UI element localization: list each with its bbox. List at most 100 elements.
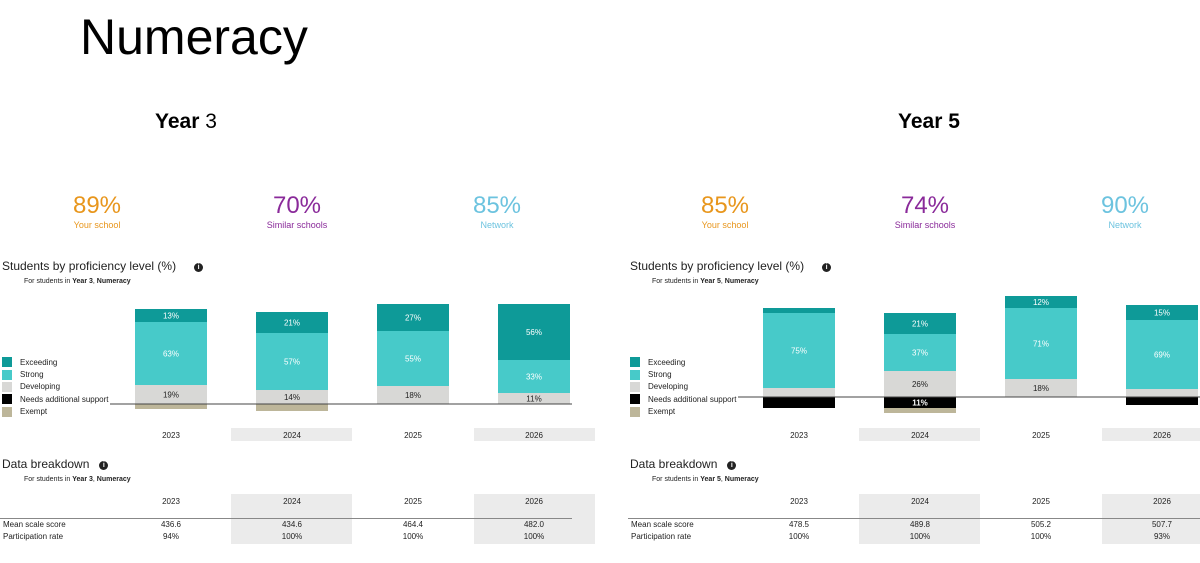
table-row-label: Mean scale score — [3, 520, 66, 529]
table-cell: 100% — [281, 532, 303, 541]
sub-sep: , — [92, 278, 97, 285]
bar-label: 11% — [526, 395, 541, 404]
stat-label: Your school — [701, 220, 749, 230]
data-breakdown-table: 2023 2024 2025 2026 Mean scale score 478.5 489… — [628, 494, 1200, 544]
sub-sep: , — [720, 476, 725, 483]
legend-label: Needs additional support — [20, 394, 109, 404]
proficiency-chart: 19% 63% 13% 2023 14% 57% 21% 2024 18% 55% 27% 2025 1… — [110, 304, 595, 441]
page-title: Numeracy — [80, 9, 308, 65]
year-heading-rest: 3 — [205, 110, 217, 133]
table-cell: 436.6 — [160, 520, 182, 529]
breakdown-title: Data breakdown i — [2, 457, 109, 471]
legend-label: Strong — [648, 370, 672, 380]
x-tick-label: 2025 — [1032, 431, 1050, 440]
legend-swatch — [630, 394, 640, 405]
legend-swatch — [2, 369, 12, 380]
legend-swatch — [2, 406, 12, 417]
table-col-header: 2025 — [1032, 497, 1050, 506]
stat-label: Your school — [73, 220, 121, 230]
bar-label: 69% — [1154, 351, 1170, 360]
stat-card: 85% Network — [417, 192, 577, 231]
bar-strong — [135, 322, 207, 385]
x-tick-label: 2026 — [1153, 431, 1171, 440]
bar-developing — [1005, 379, 1077, 397]
sub-year: Year 3 — [72, 278, 93, 285]
legend-item: Strong — [2, 368, 109, 380]
info-icon[interactable]: i — [99, 461, 109, 470]
bar-exceeding — [763, 308, 835, 313]
column-shade — [474, 494, 595, 544]
column-shade — [1102, 494, 1200, 544]
legend-label: Exempt — [20, 407, 48, 417]
bar-label: 18% — [405, 391, 421, 400]
bar-label: 71% — [1033, 340, 1049, 349]
bar-label: 21% — [912, 320, 928, 329]
legend-swatch — [630, 381, 640, 392]
table-col-header: 2026 — [525, 497, 543, 506]
sub-sep: , — [720, 278, 725, 285]
bar-exceeding — [1005, 296, 1077, 308]
proficiency-title: Students by proficiency level (%) i — [630, 259, 832, 273]
legend-item: Exceeding — [2, 356, 109, 368]
bar-label: 26% — [912, 380, 928, 389]
table-cell: 100% — [909, 532, 931, 541]
x-tick-label: 2023 — [162, 431, 180, 440]
sub-prefix: For students in — [652, 476, 701, 483]
column-shade — [231, 494, 352, 544]
bar-exceeding — [377, 304, 449, 331]
table-col-header: 2025 — [404, 497, 422, 506]
bar-label: 19% — [163, 391, 179, 400]
table-cell: 505.2 — [1030, 520, 1052, 529]
bar-strong — [1005, 308, 1077, 379]
legend-item: Developing — [630, 381, 737, 393]
bar-exempt — [884, 408, 956, 413]
bar-label: 27% — [405, 314, 421, 323]
sub-area: Numeracy — [96, 278, 131, 285]
column-shade — [1102, 428, 1200, 441]
breakdown-title-text: Data breakdown — [630, 457, 718, 471]
bar-label: 14% — [284, 393, 300, 402]
bar-label: 13% — [163, 312, 179, 321]
column-shade — [474, 428, 595, 441]
table-cell: 489.8 — [909, 520, 931, 529]
table-cell: 478.5 — [788, 520, 810, 529]
stat-card: 89% Your school — [17, 192, 177, 231]
table-col-header: 2023 — [162, 497, 180, 506]
legend-item: Needs additional support — [2, 393, 109, 405]
legend-swatch — [630, 406, 640, 417]
bar-developing — [135, 385, 207, 404]
info-icon[interactable]: i — [822, 263, 832, 272]
bar-developing — [498, 393, 570, 404]
table-col-header: 2023 — [790, 497, 808, 506]
bar-developing — [763, 388, 835, 397]
column-shade — [231, 428, 352, 441]
info-icon[interactable]: i — [727, 461, 737, 470]
bar-label: 63% — [163, 350, 179, 359]
legend-item: Needs additional support — [630, 393, 737, 405]
table-cell: 100% — [523, 532, 545, 541]
info-icon[interactable]: i — [194, 263, 204, 272]
sub-year: Year 5 — [700, 278, 721, 285]
bar-strong — [884, 334, 956, 371]
bar-exempt — [256, 404, 328, 411]
table-header-rule — [0, 518, 572, 519]
legend-label: Exceeding — [20, 357, 58, 367]
proficiency-title-text: Students by proficiency level (%) — [2, 259, 177, 273]
legend-label: Needs additional support — [648, 394, 737, 404]
bar-strong — [498, 360, 570, 393]
proficiency-title-text: Students by proficiency level (%) — [630, 259, 805, 273]
table-cell: 93% — [1153, 532, 1170, 541]
column-shade — [859, 494, 980, 544]
table-cell: 507.7 — [1151, 520, 1173, 529]
legend-label: Exceeding — [648, 357, 686, 367]
stat-value: 90% — [1100, 192, 1150, 219]
bar-label: 15% — [1154, 309, 1170, 318]
bar-strong — [1126, 320, 1198, 389]
bar-exceeding — [1126, 305, 1198, 320]
table-col-header: 2024 — [283, 497, 301, 506]
proficiency-subtitle: For students in Year 5, Numeracy — [652, 278, 759, 285]
year3-panel: Year 3 89% Your school 70% Similar schools 85… — [0, 0, 595, 563]
stat-value: 85% — [472, 192, 522, 219]
x-tick-label: 2025 — [404, 431, 422, 440]
bar-needs-additional-support — [1126, 397, 1198, 405]
